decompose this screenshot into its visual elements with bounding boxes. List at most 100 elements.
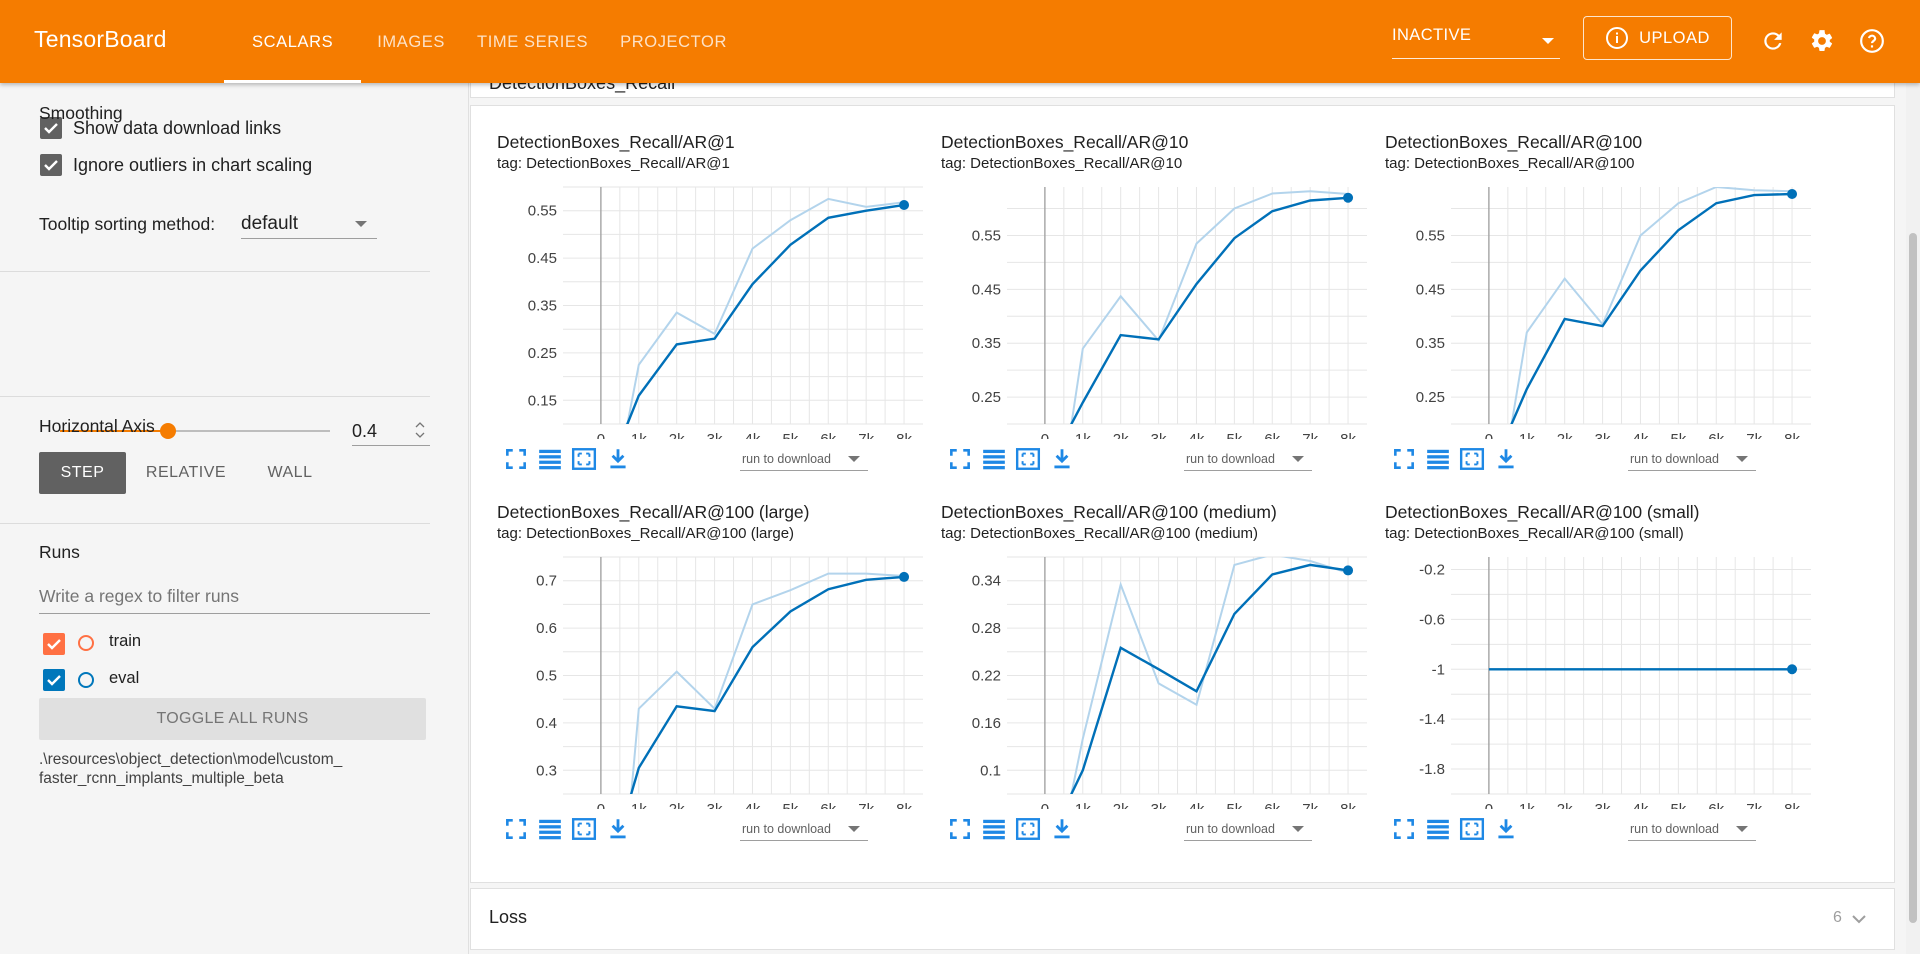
chart-card: DetectionBoxes_Recall/AR@10 tag: Detectio… xyxy=(941,127,1381,487)
plugin-select[interactable]: INACTIVE xyxy=(1392,26,1560,59)
chart-card: DetectionBoxes_Recall/AR@100 (small) tag:… xyxy=(1385,497,1825,857)
refresh-icon[interactable] xyxy=(1760,28,1786,54)
run-eval-checkbox[interactable] xyxy=(43,669,65,691)
fullscreen-icon[interactable] xyxy=(1391,446,1417,472)
run-to-download-select[interactable]: run to download xyxy=(1628,448,1756,471)
info-icon xyxy=(1606,27,1629,49)
download-icon[interactable] xyxy=(605,446,631,472)
y-tick-label: 0.7 xyxy=(536,573,557,590)
chevron-down-icon xyxy=(1736,456,1748,462)
main-content: DetectionBoxes_Recall Loss 6 DetectionBo… xyxy=(470,71,1912,954)
log-scale-icon[interactable] xyxy=(537,816,563,842)
run-to-download-label: run to download xyxy=(1186,822,1275,836)
chart-plot[interactable]: 0.15 0.25 0.35 0.45 0.55 0 1k 2k 3k 4k 5k 6k 7k 8k xyxy=(497,179,947,439)
smoothing-input[interactable]: 0.4 xyxy=(352,415,430,446)
x-tick-label: 7k xyxy=(1746,431,1762,439)
loss-group-header[interactable]: Loss 6 xyxy=(470,888,1895,950)
fullscreen-icon[interactable] xyxy=(503,816,529,842)
download-icon[interactable] xyxy=(605,816,631,842)
run-to-download-select[interactable]: run to download xyxy=(1628,818,1756,841)
y-tick-label: -1 xyxy=(1432,661,1445,678)
fit-domain-icon[interactable] xyxy=(1459,446,1485,472)
y-tick-label: 0.35 xyxy=(1416,335,1445,352)
ignore-outliers-checkbox[interactable] xyxy=(40,154,62,176)
download-icon[interactable] xyxy=(1049,446,1075,472)
fullscreen-icon[interactable] xyxy=(947,816,973,842)
tab-scalars[interactable]: SCALARS xyxy=(224,0,362,83)
chart-plot[interactable]: 0.25 0.35 0.45 0.55 0 1k 2k 3k 4k 5k 6k 7k 8k xyxy=(941,179,1391,439)
check-icon xyxy=(44,123,58,134)
chart-plot[interactable]: 0.3 0.4 0.5 0.6 0.7 0 1k 2k 3k 4k 5k 6k 7k 8k xyxy=(497,549,947,809)
log-scale-icon[interactable] xyxy=(537,446,563,472)
tooltip-sorting-select[interactable]: default xyxy=(241,208,377,239)
axis-step-button[interactable]: STEP xyxy=(39,452,126,494)
smoothed-series-line xyxy=(629,575,905,794)
smoothing-slider-handle[interactable] xyxy=(160,423,176,439)
run-eval-color-dot[interactable] xyxy=(78,672,94,688)
fit-domain-icon[interactable] xyxy=(571,446,597,472)
fullscreen-icon[interactable] xyxy=(503,446,529,472)
x-tick-label: 6k xyxy=(1264,431,1280,439)
x-tick-label: 2k xyxy=(669,801,685,809)
chart-plot[interactable]: -1.8 -1.4 -1 -0.6 -0.2 0 1k 2k 3k 4k 5k 6k 7k 8k xyxy=(1385,549,1835,809)
run-train-checkbox[interactable] xyxy=(43,633,65,655)
show-download-links-label: Show data download links xyxy=(73,118,282,138)
chart-card: DetectionBoxes_Recall/AR@100 (medium) tag… xyxy=(941,497,1381,857)
x-tick-label: 5k xyxy=(782,801,798,809)
y-tick-label: 0.15 xyxy=(528,392,557,409)
tab-images[interactable]: IMAGES xyxy=(377,33,446,51)
raw-series-line xyxy=(630,572,905,794)
download-icon[interactable] xyxy=(1049,816,1075,842)
help-icon[interactable] xyxy=(1859,28,1885,54)
log-scale-icon[interactable] xyxy=(1425,446,1451,472)
run-to-download-select[interactable]: run to download xyxy=(740,818,868,841)
last-point-marker xyxy=(1343,192,1354,203)
run-to-download-select[interactable]: run to download xyxy=(1184,818,1312,841)
raw-series-line xyxy=(625,197,905,424)
scrollbar-thumb[interactable] xyxy=(1909,233,1917,923)
fit-domain-icon[interactable] xyxy=(1015,816,1041,842)
chart-plot[interactable]: 0.25 0.35 0.45 0.55 0 1k 2k 3k 4k 5k 6k 7k 8k xyxy=(1385,179,1835,439)
smoothing-slider-track[interactable] xyxy=(60,423,330,439)
chart-plot[interactable]: 0.1 0.16 0.22 0.28 0.34 0 1k 2k 3k 4k 5k 6k 7k 8k xyxy=(941,549,1391,809)
chart-title: DetectionBoxes_Recall/AR@100 xyxy=(1385,132,1643,152)
tab-time-series[interactable]: TIME SERIES xyxy=(477,33,589,51)
x-tick-label: 2k xyxy=(1557,801,1573,809)
x-tick-label: 5k xyxy=(782,431,798,439)
axis-wall-button[interactable]: WALL xyxy=(267,464,313,481)
fullscreen-icon[interactable] xyxy=(1391,816,1417,842)
fit-domain-icon[interactable] xyxy=(571,816,597,842)
x-tick-label: 8k xyxy=(1340,801,1356,809)
fullscreen-icon[interactable] xyxy=(947,446,973,472)
axis-relative-button[interactable]: RELATIVE xyxy=(145,464,227,481)
log-scale-icon[interactable] xyxy=(981,816,1007,842)
settings-icon[interactable] xyxy=(1809,28,1835,54)
log-scale-icon[interactable] xyxy=(1425,816,1451,842)
smoothed-series-line xyxy=(1510,192,1793,424)
fit-domain-icon[interactable] xyxy=(1459,816,1485,842)
y-tick-label: 0.25 xyxy=(972,389,1001,406)
run-train-color-dot[interactable] xyxy=(78,635,94,651)
upload-button[interactable]: UPLOAD xyxy=(1583,16,1732,60)
chart-tag: tag: DetectionBoxes_Recall/AR@100 (large… xyxy=(497,525,795,542)
tab-projector[interactable]: PROJECTOR xyxy=(620,33,727,51)
download-icon[interactable] xyxy=(1493,816,1519,842)
download-icon[interactable] xyxy=(1493,446,1519,472)
smoothed-series-line xyxy=(1070,196,1349,424)
x-tick-label: 5k xyxy=(1670,801,1686,809)
x-tick-label: 6k xyxy=(820,801,836,809)
show-download-links-checkbox[interactable] xyxy=(40,117,62,139)
last-point-marker xyxy=(1787,189,1798,200)
log-scale-icon[interactable] xyxy=(981,446,1007,472)
raw-series-line xyxy=(1510,187,1793,424)
x-tick-label: 3k xyxy=(707,801,723,809)
toggle-all-runs-button[interactable]: TOGGLE ALL RUNS xyxy=(39,698,426,740)
x-tick-label: 4k xyxy=(745,801,761,809)
fit-domain-icon[interactable] xyxy=(1015,446,1041,472)
run-to-download-select[interactable]: run to download xyxy=(740,448,868,471)
stepper-icon[interactable] xyxy=(414,419,426,441)
run-to-download-select[interactable]: run to download xyxy=(1184,448,1312,471)
upload-label: UPLOAD xyxy=(1639,28,1710,47)
page-scrollbar[interactable] xyxy=(1906,83,1920,954)
runs-filter-input[interactable]: Write a regex to filter runs xyxy=(39,581,430,614)
